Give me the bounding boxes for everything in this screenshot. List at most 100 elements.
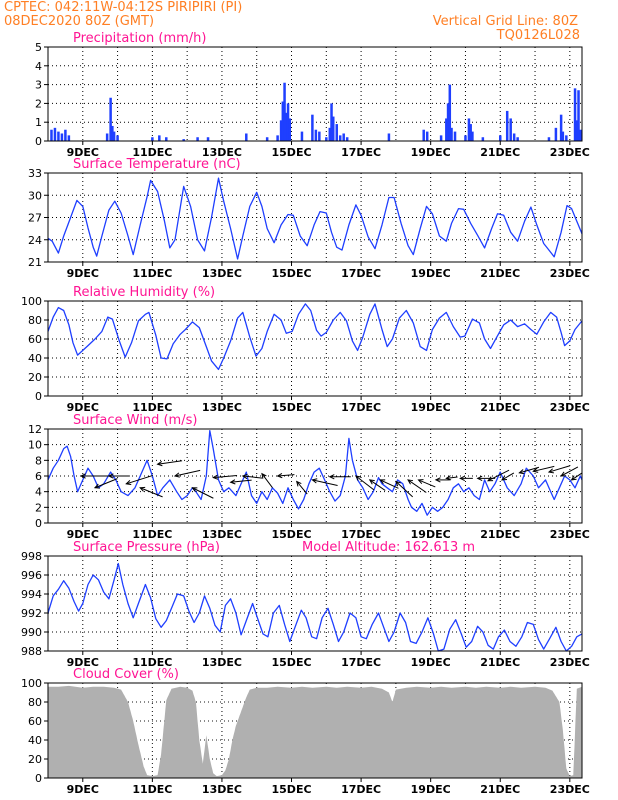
y-tick-label: 4 bbox=[35, 486, 42, 499]
y-tick-label: 27 bbox=[28, 212, 42, 225]
y-tick-label: 996 bbox=[21, 569, 42, 582]
x-tick-label: 15DEC bbox=[272, 783, 312, 796]
wind-arrow-shaft bbox=[157, 460, 183, 465]
precip-bar bbox=[575, 120, 579, 141]
precip-frame bbox=[47, 46, 583, 142]
x-tick-label: 13DEC bbox=[202, 401, 242, 414]
cloud-cover-panel: Cloud Cover (%) 0 20 40 60 80 100 9DEC 11DEC 13D… bbox=[21, 667, 590, 796]
y-tick-label: 2 bbox=[35, 97, 42, 110]
x-tick-label: 11DEC bbox=[132, 656, 172, 669]
precip-bar bbox=[579, 129, 582, 141]
y-tick-label: 40 bbox=[28, 734, 42, 747]
wind-arrow-shaft bbox=[418, 479, 436, 488]
precip-bar bbox=[464, 135, 467, 141]
wind-arrow-head bbox=[500, 475, 508, 481]
wind-arrow-shaft bbox=[242, 475, 263, 479]
y-tick-label: 33 bbox=[28, 167, 42, 180]
wind-arrow-head bbox=[434, 477, 441, 483]
y-tick-label: 3 bbox=[35, 79, 42, 92]
precip-bar bbox=[516, 137, 519, 141]
precip-bar bbox=[446, 103, 450, 141]
precip-bar bbox=[338, 135, 342, 141]
precip-bar bbox=[206, 137, 210, 141]
pressure-panel: Surface Pressure (hPa) Model Altitude: 1… bbox=[21, 540, 590, 669]
precip-bar bbox=[50, 129, 53, 141]
y-tick-label: 40 bbox=[28, 352, 42, 365]
wind-arrow-shaft bbox=[395, 481, 414, 498]
precip-bar bbox=[245, 133, 248, 141]
x-tick-label: 23DEC bbox=[550, 528, 590, 541]
y-tick-label: 100 bbox=[21, 677, 42, 690]
wind-title: Surface Wind (m/s) bbox=[73, 413, 197, 428]
precip-bar bbox=[311, 114, 314, 141]
x-tick-label: 11DEC bbox=[132, 528, 172, 541]
humidity-panel: Relative Humidity (%) 0 20 40 60 80 100 9DEC 11… bbox=[21, 285, 590, 414]
precip-bar bbox=[276, 135, 279, 141]
y-tick-label: 5 bbox=[35, 41, 42, 54]
precip-bar bbox=[439, 135, 443, 141]
wind-line bbox=[47, 429, 583, 516]
x-tick-label: 23DEC bbox=[550, 267, 590, 280]
wind-arrow-shaft bbox=[213, 474, 238, 479]
temp-line bbox=[47, 177, 583, 260]
x-tick-label: 15DEC bbox=[272, 267, 312, 280]
precip-bar bbox=[512, 133, 516, 141]
precip-bar bbox=[505, 110, 509, 141]
wind-arrow-shaft bbox=[501, 472, 515, 481]
wind-arrow-head bbox=[261, 472, 267, 479]
model-altitude-label: Model Altitude: 162.613 m bbox=[302, 540, 475, 555]
precip-bar bbox=[481, 137, 485, 141]
wind-arrow-shaft bbox=[519, 466, 540, 474]
y-tick-label: 998 bbox=[21, 550, 42, 563]
x-tick-label: 17DEC bbox=[341, 401, 381, 414]
wind-arrow-head bbox=[407, 479, 414, 485]
x-tick-label: 23DEC bbox=[550, 656, 590, 669]
wind-arrow-shaft bbox=[296, 481, 308, 495]
wind-arrow-head bbox=[311, 478, 318, 484]
x-tick-label: 15DEC bbox=[272, 528, 312, 541]
wind-arrow-head bbox=[379, 479, 386, 485]
x-tick-label: 17DEC bbox=[341, 267, 381, 280]
precip-bar bbox=[325, 137, 328, 141]
y-tick-label: 1 bbox=[35, 116, 42, 129]
x-tick-label: 9DEC bbox=[67, 267, 99, 280]
header-grid-note: Vertical Grid Line: 80Z bbox=[433, 14, 578, 29]
x-tick-label: 13DEC bbox=[202, 783, 242, 796]
x-tick-label: 9DEC bbox=[67, 146, 99, 159]
y-tick-label: 6 bbox=[35, 470, 42, 483]
temperature-panel: Surface Temperature (nC) 21 24 27 30 33 9DEC 1… bbox=[28, 157, 590, 280]
precip-bar bbox=[158, 135, 161, 141]
precip-bar bbox=[330, 103, 333, 141]
precip-bar bbox=[498, 135, 502, 141]
precip-bar bbox=[565, 135, 568, 141]
precip-bar bbox=[561, 131, 565, 141]
precip-bar bbox=[111, 125, 114, 141]
humidity-title: Relative Humidity (%) bbox=[73, 285, 215, 300]
wind-arrow-head bbox=[459, 475, 465, 481]
x-tick-label: 9DEC bbox=[67, 656, 99, 669]
wind-arrow-head bbox=[241, 473, 248, 480]
precip-bar bbox=[547, 137, 551, 141]
cloud-frame bbox=[47, 682, 583, 779]
wind-arrow-shaft bbox=[548, 465, 571, 473]
precip-bar bbox=[453, 131, 457, 141]
precip-bar bbox=[165, 137, 168, 141]
x-tick-label: 19DEC bbox=[411, 401, 451, 414]
precip-bar bbox=[318, 131, 321, 141]
wind-panel: Surface Wind (m/s) 0 2 4 6 8 10 12 9DEC 11DEC 13D… bbox=[28, 413, 590, 541]
wind-arrow-shaft bbox=[487, 469, 510, 482]
x-tick-label: 21DEC bbox=[480, 146, 520, 159]
wind-arrow-shaft bbox=[192, 487, 214, 499]
precip-bar bbox=[448, 84, 452, 141]
wind-arrow-head bbox=[476, 475, 483, 481]
precip-bar bbox=[67, 135, 71, 141]
header-date: 08DEC2020 80Z (GMT) bbox=[4, 14, 154, 29]
wind-arrow-head bbox=[547, 468, 554, 474]
x-tick-label: 17DEC bbox=[341, 656, 381, 669]
wind-arrow-head bbox=[276, 473, 283, 479]
y-tick-label: 0 bbox=[35, 772, 42, 785]
y-tick-label: 992 bbox=[21, 607, 42, 620]
wind-arrow-shaft bbox=[94, 478, 118, 489]
precip-bar bbox=[467, 118, 471, 141]
precip-bar bbox=[335, 124, 338, 141]
